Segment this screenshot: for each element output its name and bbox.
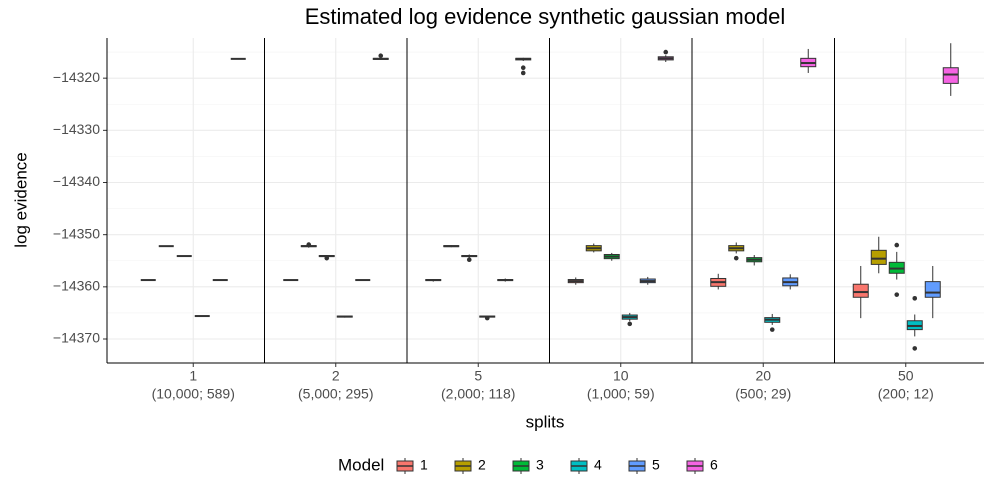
box: [870, 249, 887, 265]
legend-label: 5: [652, 457, 660, 473]
outlier: [378, 53, 384, 59]
outlier: [733, 255, 739, 261]
outlier: [894, 292, 900, 297]
x-tick-label: 2: [332, 368, 340, 384]
outlier: [912, 296, 918, 301]
y-axis-label: log evidence: [11, 152, 30, 247]
y-tick-label: −14340: [53, 173, 100, 189]
y-tick-label: −14350: [53, 225, 100, 241]
outlier: [466, 257, 472, 263]
x-tick-sublabel: (500; 29): [735, 386, 791, 402]
x-tick-label: 20: [755, 368, 771, 384]
outlier: [663, 49, 669, 55]
legend-label: 6: [710, 457, 718, 473]
box: [942, 67, 959, 84]
legend-title: Model: [338, 455, 384, 474]
x-tick-sublabel: (1,000; 59): [587, 386, 655, 402]
chart-title: Estimated log evidence synthetic gaussia…: [305, 4, 786, 29]
x-tick-label: 10: [613, 368, 629, 384]
x-tick-sublabel: (200; 12): [878, 386, 934, 402]
x-tick-sublabel: (10,000; 589): [152, 386, 235, 402]
outlier: [627, 321, 633, 327]
x-tick-sublabel: (2,000; 118): [441, 386, 515, 402]
outlier: [324, 255, 330, 261]
x-tick-label: 50: [898, 368, 914, 384]
y-tick-label: −14320: [53, 69, 100, 85]
y-tick-label: −14330: [53, 121, 100, 137]
x-tick-label: 1: [189, 368, 197, 384]
x-axis-label: splits: [526, 412, 565, 431]
outlier: [306, 242, 312, 247]
outlier: [484, 315, 490, 321]
y-tick-label: −14360: [53, 278, 100, 294]
outlier: [894, 242, 900, 248]
box: [924, 281, 941, 298]
x-tick-label: 5: [474, 368, 482, 384]
outlier: [912, 346, 918, 351]
legend-label: 1: [420, 457, 428, 473]
legend-label: 4: [594, 457, 602, 473]
legend-label: 3: [536, 457, 544, 473]
legend-label: 2: [478, 457, 486, 473]
outlier: [520, 65, 526, 71]
x-tick-sublabel: (5,000; 295): [298, 386, 374, 402]
outlier: [520, 70, 526, 76]
box: [852, 283, 869, 298]
y-tick-label: −14370: [53, 330, 100, 346]
outlier: [769, 327, 775, 332]
